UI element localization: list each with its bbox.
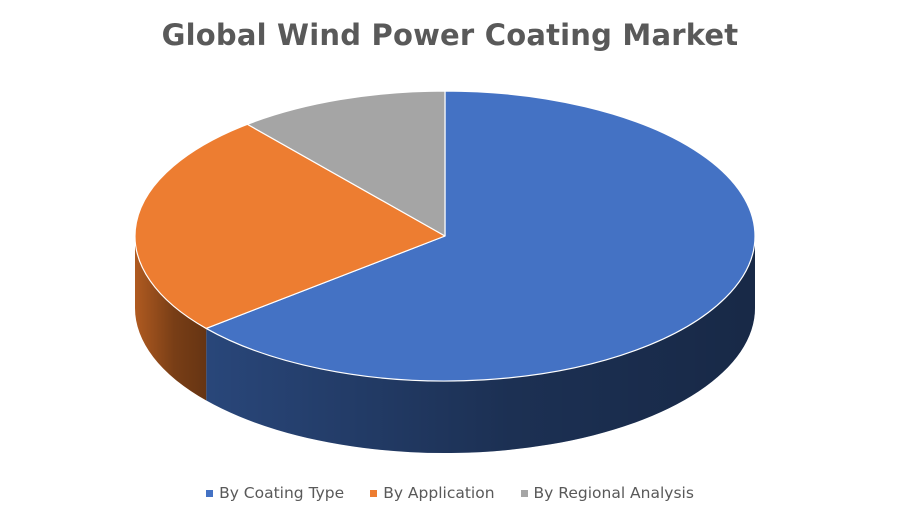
chart-title: Global Wind Power Coating Market xyxy=(161,18,739,52)
legend-swatch-regional-analysis xyxy=(520,489,528,497)
legend-item-coating-type: By Coating Type xyxy=(206,484,344,502)
legend-label-coating-type: By Coating Type xyxy=(219,484,345,502)
legend-item-regional-analysis: By Regional Analysis xyxy=(520,484,694,502)
chart-legend: By Coating Type By Application By Region… xyxy=(0,484,900,502)
pie-sides xyxy=(135,236,755,454)
pie-side-shade-application xyxy=(135,236,207,401)
legend-label-application: By Application xyxy=(383,484,495,502)
pie-slice-coating-type xyxy=(205,90,756,382)
pie-side-shade-coating-type xyxy=(206,236,755,454)
legend-swatch-application xyxy=(370,489,378,497)
legend-label-regional-analysis: By Regional Analysis xyxy=(533,484,694,502)
pie-slice-regional-analysis xyxy=(246,90,446,237)
legend-swatch-coating-type xyxy=(206,489,214,497)
legend-item-application: By Application xyxy=(370,484,495,502)
pie-tops xyxy=(134,90,756,382)
pie-slice-application xyxy=(134,123,446,330)
